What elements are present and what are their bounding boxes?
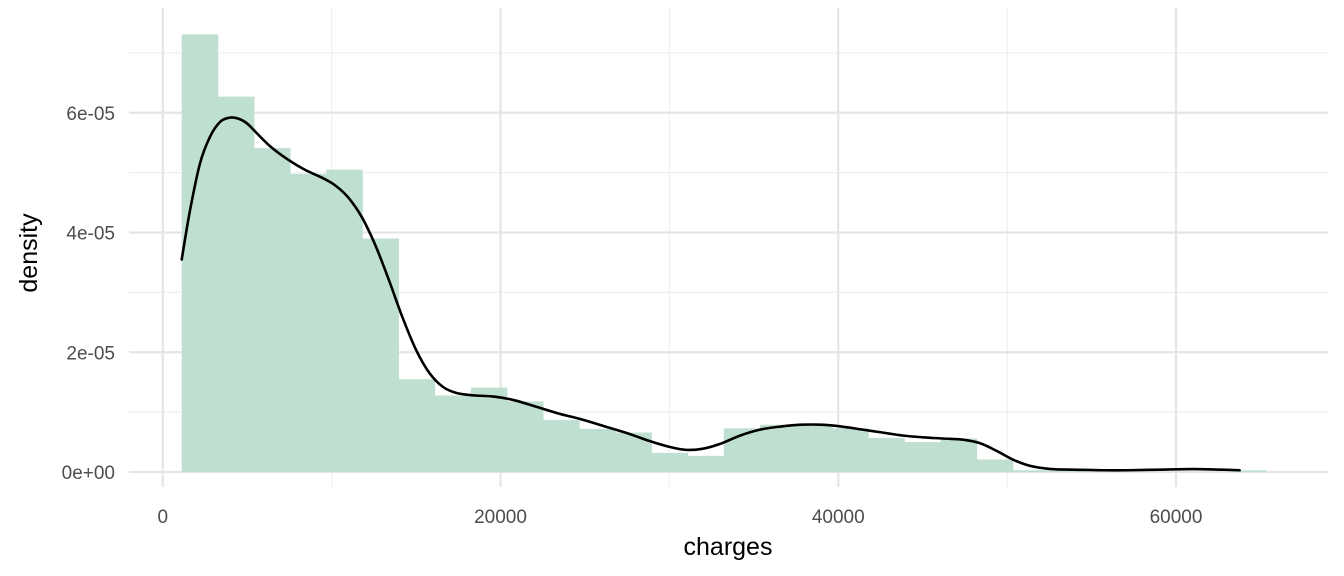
histogram-bar	[940, 438, 978, 473]
y-tick-label: 2e-05	[66, 343, 115, 364]
histogram-bar	[1049, 470, 1086, 473]
x-tick-label: 40000	[812, 507, 865, 528]
y-tick-label: 0e+00	[62, 463, 115, 484]
y-tick-label: 6e-05	[66, 104, 115, 125]
x-axis-ticks: 0 20000 40000 60000	[157, 507, 1202, 528]
density-curve	[180, 116, 1241, 472]
histogram-bar	[1229, 470, 1267, 473]
histogram-bar	[904, 442, 942, 473]
density-curve-layer	[180, 116, 1241, 472]
histogram-bar	[398, 379, 436, 473]
histogram-bar	[615, 432, 652, 473]
histogram-bars	[181, 34, 1267, 473]
histogram-bar	[1012, 470, 1050, 473]
histogram-bar	[217, 96, 255, 473]
histogram-bar	[687, 455, 725, 473]
histogram-bar	[651, 452, 689, 473]
histogram-bar	[326, 169, 363, 473]
x-tick-label: 0	[157, 507, 168, 528]
histogram-bar	[759, 424, 797, 473]
x-tick-label: 60000	[1150, 507, 1203, 528]
histogram-bar	[868, 437, 905, 473]
histogram-bar	[796, 424, 833, 473]
histogram-bar	[470, 387, 508, 473]
y-axis-ticks: 0e+00 2e-05 4e-05 6e-05	[62, 104, 115, 484]
histogram-bar	[506, 401, 544, 473]
histogram-bar	[579, 428, 616, 473]
histogram-bar	[181, 34, 219, 473]
histogram-bar	[976, 459, 1014, 473]
histogram-bar	[543, 419, 580, 473]
x-axis-title: charges	[684, 533, 773, 561]
x-tick-label: 20000	[474, 507, 527, 528]
histogram-bar	[362, 238, 399, 473]
histogram-bar	[434, 395, 472, 473]
histogram-bar	[290, 173, 327, 473]
y-tick-label: 4e-05	[66, 224, 115, 245]
y-axis-title: density	[15, 213, 43, 293]
histogram-bar	[832, 428, 869, 473]
histogram-bar	[253, 148, 291, 473]
